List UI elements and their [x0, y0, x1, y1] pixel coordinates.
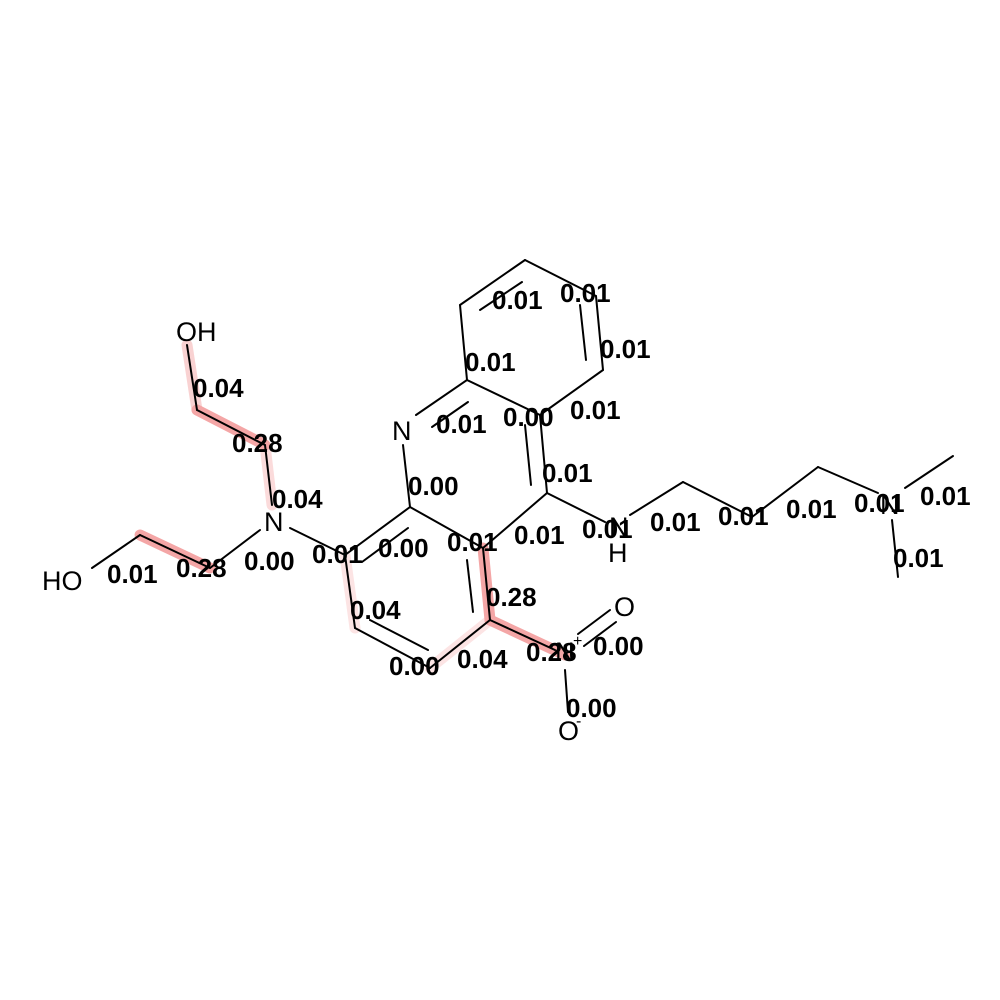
bond-label: 0.00	[378, 533, 429, 563]
bond	[409, 506, 484, 549]
bond	[431, 401, 469, 428]
bond	[344, 554, 356, 629]
bond-label: 0.28	[486, 582, 537, 612]
bond-label: 0.01	[560, 278, 611, 308]
bond-label: 0.00	[593, 631, 644, 661]
bond	[344, 506, 411, 556]
bond	[579, 304, 587, 361]
bond	[629, 481, 684, 516]
bond-label: 0.01	[514, 520, 565, 550]
bond	[524, 424, 532, 486]
bond	[904, 455, 954, 489]
bond	[479, 281, 523, 311]
bond	[466, 559, 474, 613]
bond-label: 0.01	[570, 395, 621, 425]
bond	[402, 444, 411, 508]
bond-label: 0.01	[786, 494, 837, 524]
bond	[524, 259, 597, 297]
bond-label: 0.01	[107, 559, 158, 589]
bond-label: 0.00	[566, 693, 617, 723]
bond	[91, 534, 141, 569]
bond-label: 0.01	[447, 527, 498, 557]
bond-label: 0.01	[492, 285, 543, 315]
bond	[577, 609, 611, 635]
bond	[459, 304, 468, 381]
atom-label-n-nitro: N	[555, 637, 575, 667]
bond	[546, 492, 606, 523]
bond-label: 0.00	[244, 546, 295, 576]
bond	[466, 379, 541, 416]
bond	[682, 481, 753, 518]
atom-label-nh-n: N	[609, 512, 629, 542]
bond	[539, 414, 548, 494]
atom-label-oh-top: OH	[176, 317, 217, 347]
bond-label: 0.01	[920, 481, 971, 511]
bond-label: 0.04	[457, 644, 508, 674]
atom-label-nh-h: H	[608, 538, 628, 568]
atom-label-n-ring: N	[392, 416, 412, 446]
bond	[429, 619, 491, 669]
bond-label: 0.04	[272, 484, 323, 514]
bond-label: 0.28	[232, 428, 283, 458]
bond	[361, 527, 409, 563]
bond	[289, 527, 346, 556]
bond	[489, 619, 556, 651]
atom-charge-n-nitro: +	[573, 633, 582, 650]
bond	[564, 669, 569, 713]
bond-label: 0.01	[854, 488, 905, 518]
bond	[482, 492, 548, 549]
bond-label: 0.01	[542, 458, 593, 488]
bond-label: 0.00	[408, 471, 459, 501]
bond-label: 0.00	[503, 402, 554, 432]
atom-charge-o-nitro: -	[576, 713, 581, 730]
bond	[583, 621, 617, 647]
bond	[209, 529, 261, 569]
bond-label: 0.01	[650, 507, 701, 537]
bond-labels: 0.01 0.01 0.01 0.01 0.01 0.00 0.01 0.04 …	[107, 278, 971, 723]
bond	[459, 259, 526, 306]
bond	[186, 344, 198, 411]
bond-label: 0.01	[312, 539, 363, 569]
bond	[354, 627, 431, 669]
bonds	[91, 259, 954, 713]
atom-label-ho-left: HO	[42, 566, 83, 596]
atom-label-n-amine: N	[264, 507, 284, 537]
bond-label: 0.28	[526, 637, 577, 667]
bond	[415, 379, 468, 416]
bond	[482, 547, 491, 621]
bond-label: 0.28	[176, 553, 227, 583]
atom-label-n-dimethyl: N	[880, 490, 900, 520]
atom-label-o-nitro-bottom: O	[558, 716, 579, 746]
bond-label: 0.01	[582, 514, 633, 544]
bond	[595, 295, 604, 371]
bond-label: 0.04	[350, 595, 401, 625]
bond	[369, 619, 429, 651]
bond	[139, 534, 211, 569]
bond	[264, 444, 273, 506]
bond-label: 0.00	[389, 651, 440, 681]
atom-label-o-nitro-top: O	[614, 592, 635, 622]
bond-label: 0.01	[600, 334, 651, 364]
bond	[196, 409, 266, 446]
bond-label: 0.04	[193, 373, 244, 403]
bond	[539, 369, 604, 416]
bond-label: 0.01	[718, 501, 769, 531]
atom-labels: N OH N HO N H N O N + O -	[42, 317, 900, 746]
bond-label: 0.01	[893, 543, 944, 573]
bond-label: 0.01	[436, 409, 487, 439]
bond	[891, 519, 899, 578]
bond	[817, 466, 879, 494]
bond	[751, 466, 819, 518]
bond-label: 0.01	[465, 347, 516, 377]
